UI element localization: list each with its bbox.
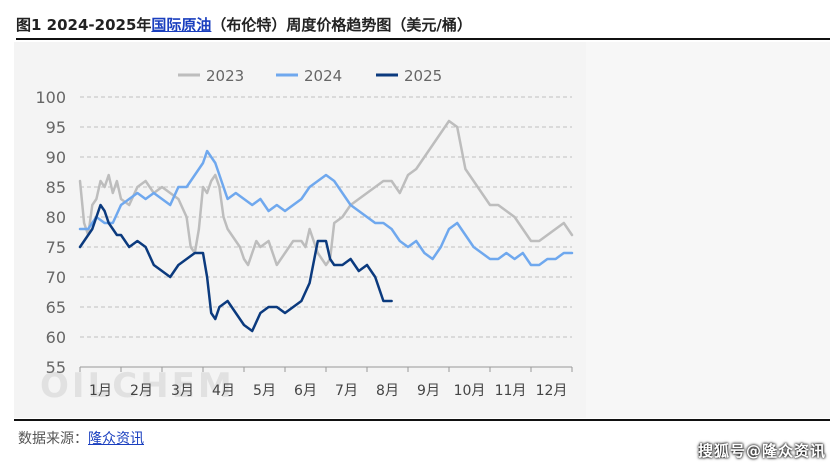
blank-pane [586,42,830,418]
x-axis: 1月 2月 3月 4月 5月 6月 7月 8月 9月 10月 11月 12月 [79,366,573,399]
y-tick-label: 70 [46,268,66,287]
chart-panel [14,42,586,418]
title-link-crude-oil[interactable]: 国际原油 [151,16,212,34]
y-tick-label: 80 [46,208,66,227]
source-link[interactable]: 隆众资讯 [88,431,144,447]
y-tick-label: 55 [46,358,66,377]
y-axis: 100 95 90 85 80 75 70 65 60 55 [35,88,66,377]
x-tick-label: 1月 [89,383,112,399]
grid-lines [80,96,572,338]
y-tick-label: 75 [46,238,66,257]
legend-label-2024: 2024 [304,67,342,85]
y-tick-label: 90 [46,148,66,167]
series-line-2025 [78,203,393,333]
series-lines [78,119,574,333]
data-source: 数据来源：隆众资讯 [18,428,144,448]
legend: 2023 2024 2025 [178,67,442,85]
x-tick-label: 5月 [253,383,276,399]
legend-label-2025: 2025 [404,67,442,85]
series-line-2023 [78,119,574,267]
y-tick-label: 100 [35,88,66,107]
x-tick-label: 10月 [454,383,486,399]
x-tick-label: 2月 [130,383,153,399]
x-tick-label: 4月 [212,383,235,399]
source-label: 数据来源： [18,431,88,447]
legend-label-2023: 2023 [206,67,244,85]
x-tick-label: 6月 [294,383,317,399]
y-tick-label: 65 [46,298,66,317]
x-tick-label: 9月 [417,383,440,399]
x-tick-label: 11月 [495,383,527,399]
sohu-watermark: 搜狐号@隆众资讯 [697,442,826,460]
title-prefix: 图1 2024-2025年 [16,16,152,34]
x-tick-label: 8月 [376,383,399,399]
title-suffix: （布伦特）周度价格趋势图（美元/桶） [211,16,472,34]
y-tick-label: 60 [46,328,66,347]
x-tick-label: 7月 [335,383,358,399]
footer-rule [14,419,830,421]
x-tick-label: 3月 [171,383,194,399]
x-tick-label: 12月 [536,383,568,399]
oilchem-logo: OILCHEM [40,366,235,406]
y-tick-label: 85 [46,178,66,197]
y-tick-label: 95 [46,118,66,137]
chart-title: 图1 2024-2025年国际原油（布伦特）周度价格趋势图（美元/桶） [16,12,830,40]
series-line-2024 [78,149,574,267]
